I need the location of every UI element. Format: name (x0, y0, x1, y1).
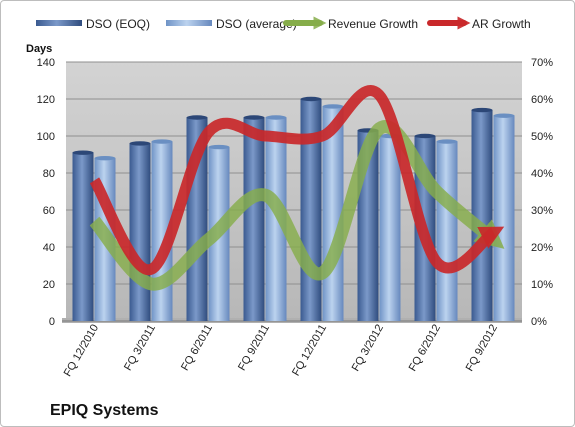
y2-tick-label: 0% (531, 316, 547, 328)
legend-label-ar-growth: AR Growth (472, 17, 531, 31)
bar-body (129, 143, 151, 321)
y2-tick-label: 30% (531, 205, 553, 217)
bar-body (265, 117, 287, 321)
y-tick-label: 140 (37, 57, 55, 69)
y-tick-label: 100 (37, 131, 55, 143)
legend-label-dso-average: DSO (average) (216, 17, 297, 31)
bar-body (436, 141, 458, 321)
bar (243, 115, 265, 321)
y-tick-label: 40 (43, 242, 55, 254)
bars (72, 96, 515, 322)
y2-axis-ticks: 0% 10% 20% 30% 40% 50% 60% 70% (531, 57, 553, 328)
bar-body (72, 152, 94, 321)
bar-body (493, 115, 515, 322)
legend-item-dso-eoq: DSO (EOQ) (36, 17, 150, 31)
y2-tick-label: 20% (531, 242, 553, 254)
legend-swatch-dso-eoq (36, 20, 82, 26)
bar-top (322, 104, 344, 109)
chart-title: EPIQ Systems (50, 402, 159, 419)
y2-tick-label: 60% (531, 94, 553, 106)
growth-lines (89, 85, 505, 291)
legend-label-dso-eoq: DSO (EOQ) (86, 17, 150, 31)
bar (379, 133, 401, 321)
bar-top (129, 141, 151, 146)
bar-top (151, 139, 173, 144)
x-tick-label: FQ 6/2011 (179, 323, 215, 373)
bar-body (243, 117, 265, 321)
bar (493, 113, 515, 322)
bar-top (493, 113, 515, 118)
legend: DSO (EOQ) DSO (average) Revenue Growth A… (36, 16, 531, 31)
bar (436, 139, 458, 321)
y-tick-label: 80 (43, 168, 55, 180)
y-tick-label: 0 (49, 316, 55, 328)
legend-item-ar-growth: AR Growth (427, 16, 531, 31)
y-axis-title: Days (26, 43, 52, 55)
bar-top (414, 133, 436, 139)
revenue-growth-line (89, 120, 505, 291)
bar-top (265, 115, 287, 120)
bar-top (471, 107, 493, 113)
x-tick-label: FQ 3/2011 (122, 323, 158, 373)
bar-top (300, 96, 322, 102)
x-tick-label: FQ 12/2011 (290, 323, 329, 379)
bar-top (243, 115, 265, 120)
bar-body (471, 110, 493, 321)
bar (72, 150, 94, 321)
bar-body (379, 136, 401, 321)
bar-top (186, 115, 208, 120)
y-axis-ticks: 0 20 40 60 80 100 120 140 (37, 57, 55, 328)
legend-item-dso-average: DSO (average) (166, 17, 297, 31)
bar-top (94, 156, 116, 161)
y-tick-label: 120 (37, 94, 55, 106)
bar (129, 141, 151, 321)
y2-tick-label: 50% (531, 131, 553, 143)
y-tick-label: 20 (43, 279, 55, 291)
ar-growth-line (89, 85, 505, 275)
y-tick-label: 60 (43, 205, 55, 217)
bar (471, 107, 493, 321)
legend-item-revenue-growth: Revenue Growth (283, 16, 418, 31)
y2-tick-label: 40% (531, 168, 553, 180)
x-axis-ticks: FQ 12/2010 FQ 3/2011 FQ 6/2011 FQ 9/2011 FQ … (62, 323, 500, 379)
x-tick-label: FQ 3/2012 (350, 323, 386, 374)
y2-tick-label: 70% (531, 57, 553, 69)
x-tick-label: FQ 9/2012 (464, 323, 500, 374)
bar (300, 96, 322, 321)
y2-tick-label: 10% (531, 279, 553, 291)
bar (265, 115, 287, 321)
bar-top (72, 150, 94, 155)
legend-label-revenue-growth: Revenue Growth (328, 17, 418, 31)
x-tick-label: FQ 12/2010 (62, 323, 101, 379)
bar-top (436, 139, 458, 144)
x-tick-label: FQ 6/2012 (407, 323, 443, 374)
legend-swatch-dso-average (166, 20, 212, 26)
x-tick-label: FQ 9/2011 (236, 323, 272, 373)
bar-top (208, 144, 230, 150)
